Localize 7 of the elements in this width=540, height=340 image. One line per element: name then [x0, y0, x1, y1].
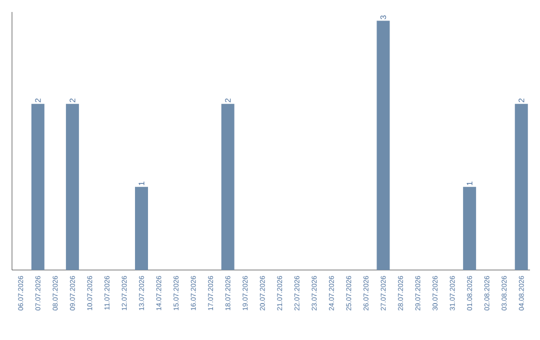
- data-label: 2: [35, 98, 41, 102]
- data-label: 2: [70, 98, 76, 102]
- data-label: 1: [138, 182, 144, 186]
- data-label: 2: [518, 98, 524, 102]
- data-label: 3: [380, 15, 386, 20]
- data-label: 2: [225, 98, 231, 102]
- data-label: 1: [466, 182, 472, 186]
